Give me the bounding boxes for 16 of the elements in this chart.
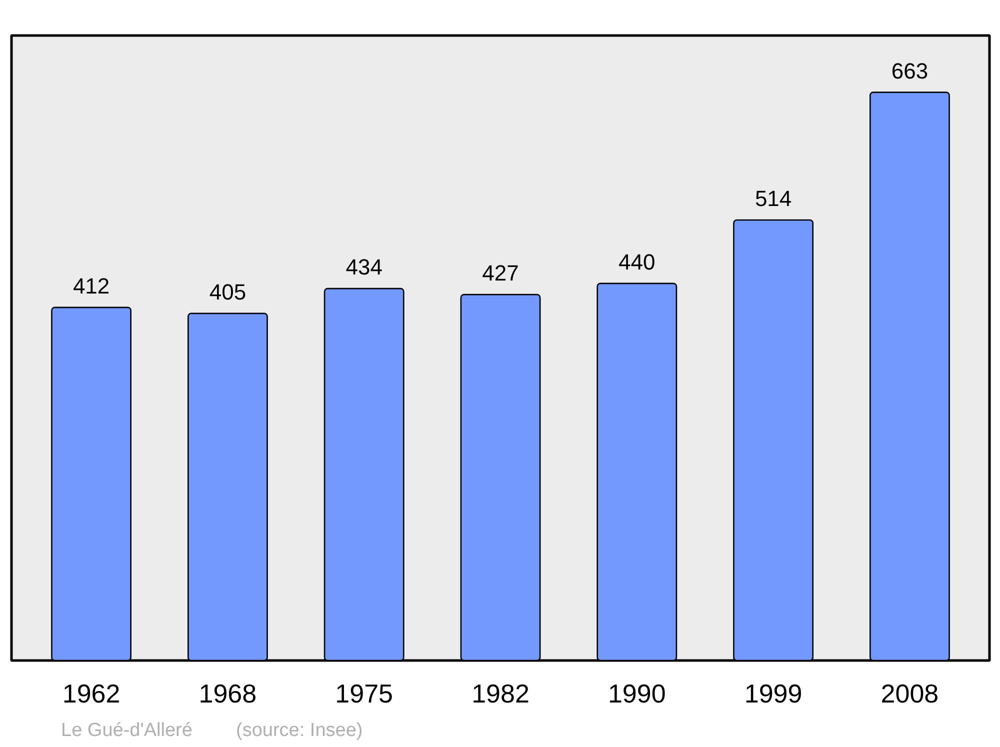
x-tick-label: 1968 (198, 678, 257, 708)
x-tick-label: 1962 (62, 678, 120, 708)
data-label: 663 (891, 58, 928, 84)
data-label: 427 (482, 260, 519, 286)
data-label: 514 (754, 186, 792, 212)
x-tick-label: 1999 (744, 678, 802, 708)
text: (source: Insee) (236, 719, 363, 743)
data-label: 405 (209, 279, 246, 304)
data-label: 412 (72, 273, 110, 298)
x-tick-label: 1982 (472, 678, 530, 708)
x-tick-label: 2008 (880, 678, 939, 708)
text: Le Gué-d'Alleré (61, 719, 192, 743)
data-label: 440 (618, 249, 656, 274)
x-tick-label: 1975 (335, 678, 394, 708)
x-tick-label: 1990 (608, 678, 666, 708)
data-label: 434 (346, 254, 382, 280)
